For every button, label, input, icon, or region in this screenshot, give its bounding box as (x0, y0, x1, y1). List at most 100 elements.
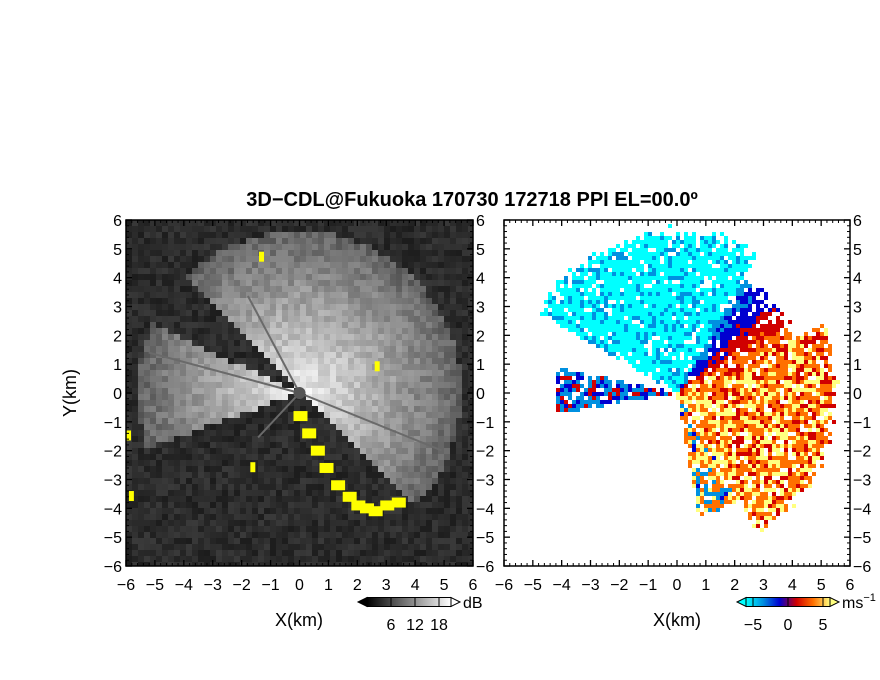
reflectivity-cell (144, 220, 150, 226)
reflectivity-cell (162, 340, 168, 346)
velocity-cell (612, 320, 616, 324)
reflectivity-cell (270, 292, 276, 298)
reflectivity-cell (246, 496, 252, 502)
reflectivity-cell (300, 490, 306, 496)
velocity-cell (604, 292, 608, 296)
reflectivity-cell (282, 436, 288, 442)
velocity-cell (584, 336, 588, 340)
reflectivity-cell (216, 526, 222, 532)
reflectivity-cell (348, 556, 354, 562)
reflectivity-cell (294, 544, 300, 550)
reflectivity-cell (456, 502, 462, 508)
reflectivity-cell (342, 562, 348, 566)
velocity-cell (692, 260, 696, 264)
reflectivity-cell (132, 316, 138, 322)
reflectivity-cell (318, 550, 324, 556)
reflectivity-cell (366, 520, 372, 526)
velocity-cell (560, 308, 564, 312)
reflectivity-cell (396, 442, 402, 448)
reflectivity-cell (222, 310, 228, 316)
velocity-cell (576, 312, 580, 316)
reflectivity-cell (162, 418, 168, 424)
reflectivity-cell (192, 304, 198, 310)
reflectivity-cell (126, 544, 132, 550)
reflectivity-cell (126, 454, 132, 460)
reflectivity-cell (228, 232, 234, 238)
reflectivity-cell (462, 334, 468, 340)
reflectivity-cell (450, 250, 456, 256)
reflectivity-cell (450, 286, 456, 292)
reflectivity-cell (144, 490, 150, 496)
reflectivity-cell (462, 430, 468, 436)
reflectivity-cell (186, 544, 192, 550)
reflectivity-cell (378, 454, 384, 460)
reflectivity-cell (468, 220, 473, 226)
reflectivity-cell (324, 304, 330, 310)
velocity-cell (676, 252, 680, 256)
reflectivity-cell (204, 544, 210, 550)
reflectivity-cell (348, 310, 354, 316)
velocity-cell (648, 276, 652, 280)
reflectivity-cell (336, 400, 342, 406)
velocity-cell (564, 300, 568, 304)
reflectivity-cell (228, 340, 234, 346)
reflectivity-cell (336, 244, 342, 250)
reflectivity-cell (252, 232, 258, 238)
reflectivity-cell (186, 304, 192, 310)
reflectivity-cell (342, 292, 348, 298)
reflectivity-cell (204, 508, 210, 514)
reflectivity-cell (330, 520, 336, 526)
reflectivity-cell (228, 304, 234, 310)
reflectivity-cell (462, 532, 468, 538)
reflectivity-cell (132, 406, 138, 412)
reflectivity-cell (186, 412, 192, 418)
reflectivity-cell (144, 238, 150, 244)
velocity-cell (720, 284, 724, 288)
reflectivity-cell (270, 322, 276, 328)
reflectivity-cell (258, 220, 264, 226)
velocity-cell (676, 268, 680, 272)
reflectivity-cell (324, 448, 330, 454)
velocity-cell (540, 312, 544, 316)
reflectivity-cell (240, 526, 246, 532)
reflectivity-cell (432, 262, 438, 268)
reflectivity-cell (468, 340, 473, 346)
velocity-cell (728, 340, 732, 344)
reflectivity-cell (144, 520, 150, 526)
reflectivity-cell (192, 280, 198, 286)
velocity-cell (672, 276, 676, 280)
velocity-cell (664, 348, 668, 352)
velocity-cell (612, 248, 616, 252)
reflectivity-cell (402, 544, 408, 550)
reflectivity-cell (252, 274, 258, 280)
reflectivity-cell (300, 370, 306, 376)
reflectivity-cell (180, 442, 186, 448)
reflectivity-cell (306, 556, 312, 562)
velocity-cell (604, 276, 608, 280)
beam-streak (299, 392, 442, 452)
reflectivity-cell (318, 364, 324, 370)
reflectivity-cell (456, 466, 462, 472)
reflectivity-cell (300, 556, 306, 562)
velocity-cell (764, 344, 768, 348)
reflectivity-cell (210, 472, 216, 478)
reflectivity-cell (282, 346, 288, 352)
reflectivity-cell (450, 244, 456, 250)
velocity-cell (760, 308, 764, 312)
reflectivity-cell (342, 514, 348, 520)
reflectivity-cell (252, 394, 258, 400)
reflectivity-cell (330, 244, 336, 250)
velocity-cell (744, 280, 748, 284)
velocity-cell (608, 252, 612, 256)
reflectivity-cell (432, 352, 438, 358)
reflectivity-cell (432, 280, 438, 286)
reflectivity-cell (246, 436, 252, 442)
reflectivity-cell (396, 226, 402, 232)
reflectivity-cell (456, 520, 462, 526)
reflectivity-cell (336, 352, 342, 358)
reflectivity-cell (174, 304, 180, 310)
y-tick-label-right: 4 (476, 271, 485, 288)
reflectivity-cell (426, 310, 432, 316)
reflectivity-cell (408, 346, 414, 352)
reflectivity-cell (288, 292, 294, 298)
